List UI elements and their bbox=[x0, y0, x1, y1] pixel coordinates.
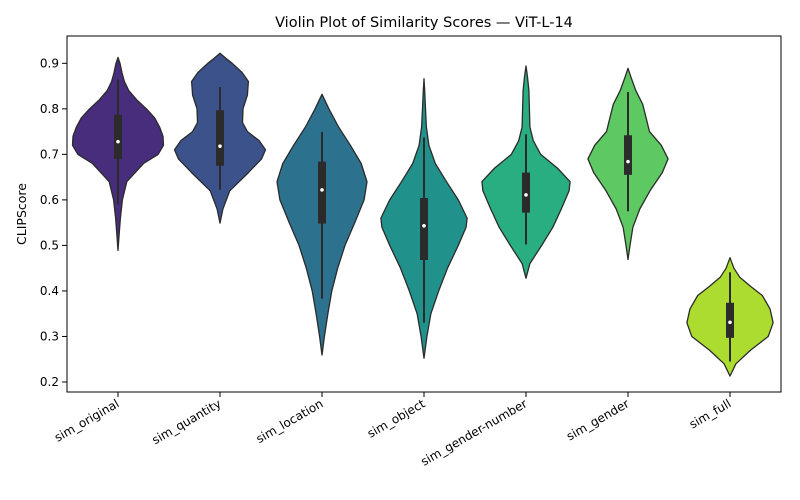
violin-iqr-box bbox=[216, 110, 224, 166]
y-tick-label: 0.3 bbox=[40, 329, 59, 343]
violin-median bbox=[524, 193, 528, 197]
violin-median bbox=[728, 320, 732, 325]
x-tick-label: sim_gender-number bbox=[418, 396, 529, 468]
y-tick-label: 0.9 bbox=[40, 56, 59, 70]
y-tick-label: 0.5 bbox=[40, 238, 59, 252]
y-axis: 0.2 0.3 0.4 0.5 0.6 0.7 0.8 0.9 bbox=[40, 56, 67, 389]
x-tick-label: sim_full bbox=[687, 396, 734, 431]
y-tick-label: 0.7 bbox=[40, 147, 59, 161]
violin-median bbox=[218, 144, 222, 148]
violin-median bbox=[320, 188, 324, 192]
x-tick-label: sim_gender bbox=[564, 396, 632, 443]
y-tick-label: 0.8 bbox=[40, 102, 59, 116]
x-tick-label: sim_object bbox=[365, 396, 428, 440]
violin-median bbox=[626, 159, 630, 164]
y-tick-label: 0.4 bbox=[40, 284, 59, 298]
x-tick-label: sim_quantity bbox=[150, 396, 224, 447]
violin-iqr-box bbox=[420, 198, 428, 260]
chart-title: Violin Plot of Similarity Scores — ViT-L… bbox=[275, 15, 573, 31]
violin-iqr-box bbox=[318, 161, 326, 224]
x-tick-label: sim_location bbox=[254, 396, 326, 446]
x-tick-label: sim_original bbox=[52, 396, 121, 444]
violin-iqr-box bbox=[522, 172, 530, 213]
y-tick-label: 0.6 bbox=[40, 193, 59, 207]
violin-iqr-box bbox=[624, 135, 632, 175]
violin-iqr-box bbox=[114, 114, 122, 159]
violin-iqr-box bbox=[726, 302, 734, 338]
y-axis-label: CLIPScore bbox=[14, 183, 29, 245]
violin-median bbox=[422, 224, 426, 228]
violins-group bbox=[71, 52, 774, 377]
y-tick-label: 0.2 bbox=[40, 375, 59, 389]
violin-median bbox=[116, 139, 120, 144]
x-axis: sim_original sim_quantity sim_location sim_… bbox=[52, 392, 734, 469]
